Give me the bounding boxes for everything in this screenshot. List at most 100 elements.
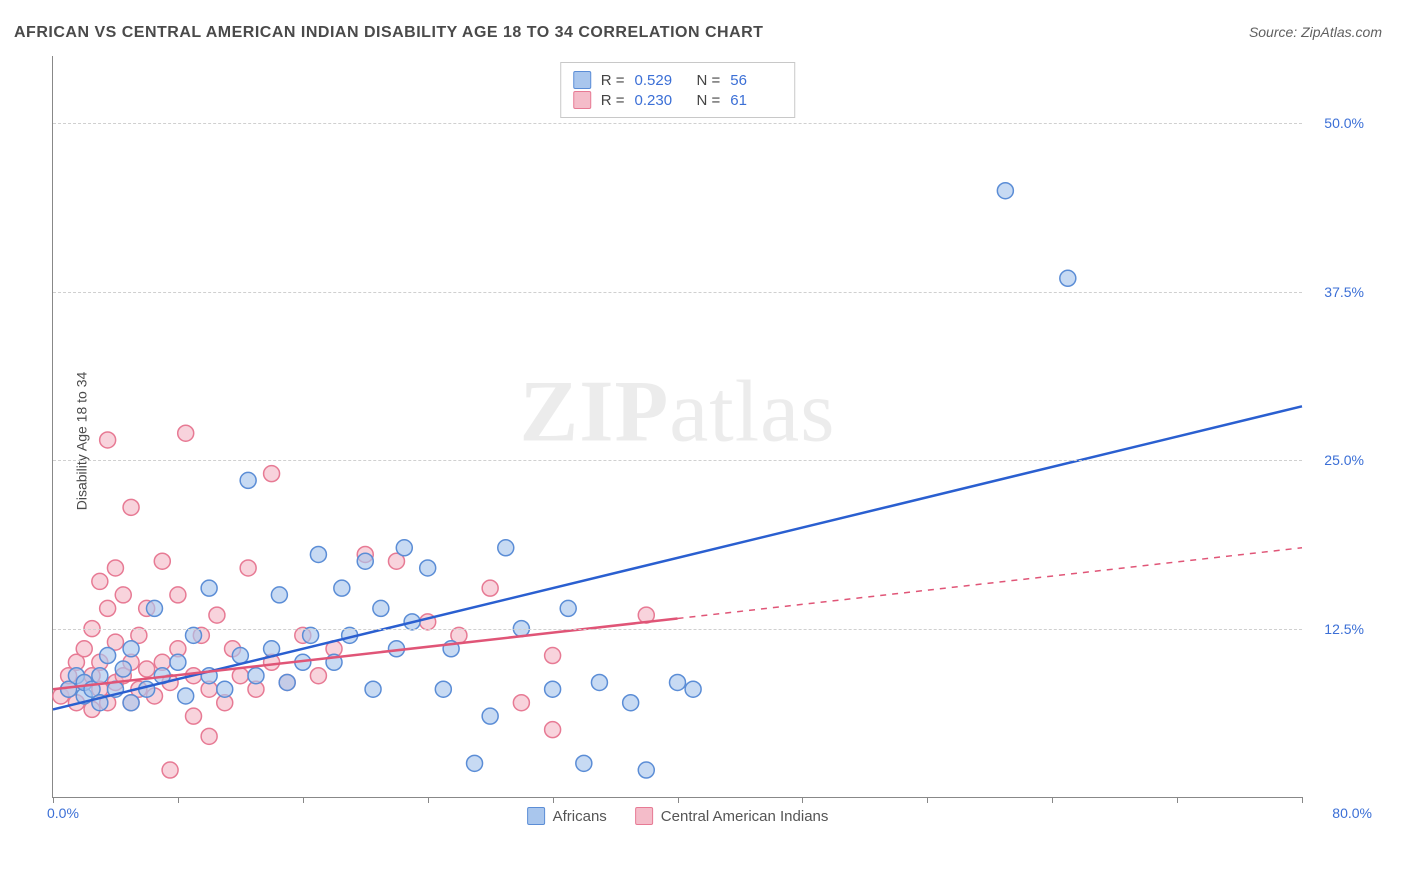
legend-label-1: Central American Indians bbox=[661, 808, 829, 825]
scatter-point bbox=[107, 560, 123, 576]
y-tick-label: 12.5% bbox=[1324, 621, 1364, 637]
r-value-1: 0.230 bbox=[635, 92, 687, 109]
scatter-point bbox=[123, 695, 139, 711]
chart-area: Disability Age 18 to 34 ZIPatlas R = 0.5… bbox=[52, 56, 1382, 826]
scatter-point bbox=[115, 661, 131, 677]
y-tick-label: 50.0% bbox=[1324, 115, 1364, 131]
legend-label-0: Africans bbox=[553, 808, 607, 825]
scatter-point bbox=[560, 600, 576, 616]
legend-item-0: Africans bbox=[527, 807, 607, 825]
n-value-0: 56 bbox=[730, 72, 782, 89]
scatter-point bbox=[670, 674, 686, 690]
scatter-point bbox=[178, 688, 194, 704]
n-prefix: N = bbox=[697, 92, 721, 109]
scatter-point bbox=[217, 681, 233, 697]
scatter-point bbox=[162, 762, 178, 778]
legend-stats-row-0: R = 0.529 N = 56 bbox=[573, 71, 783, 89]
scatter-point bbox=[357, 553, 373, 569]
scatter-point bbox=[545, 648, 561, 664]
r-prefix: R = bbox=[601, 72, 625, 89]
plot-svg bbox=[53, 56, 1302, 797]
gridline bbox=[53, 629, 1302, 630]
scatter-point bbox=[178, 425, 194, 441]
x-tick bbox=[927, 797, 928, 803]
scatter-point bbox=[170, 654, 186, 670]
scatter-point bbox=[545, 722, 561, 738]
scatter-point bbox=[240, 560, 256, 576]
x-tick bbox=[678, 797, 679, 803]
x-axis-max-label: 80.0% bbox=[1332, 805, 1372, 821]
x-tick bbox=[428, 797, 429, 803]
scatter-point bbox=[123, 641, 139, 657]
legend-series: Africans Central American Indians bbox=[527, 807, 829, 825]
gridline bbox=[53, 460, 1302, 461]
scatter-point bbox=[248, 668, 264, 684]
scatter-point bbox=[638, 762, 654, 778]
scatter-point bbox=[482, 580, 498, 596]
scatter-point bbox=[685, 681, 701, 697]
y-tick-label: 37.5% bbox=[1324, 284, 1364, 300]
scatter-point bbox=[186, 627, 202, 643]
scatter-point bbox=[154, 553, 170, 569]
scatter-point bbox=[146, 600, 162, 616]
scatter-point bbox=[92, 668, 108, 684]
x-tick bbox=[178, 797, 179, 803]
scatter-point bbox=[279, 674, 295, 690]
legend-item-1: Central American Indians bbox=[635, 807, 829, 825]
scatter-point bbox=[373, 600, 389, 616]
swatch-series-1 bbox=[573, 91, 591, 109]
x-axis-origin-label: 0.0% bbox=[47, 805, 79, 821]
scatter-point bbox=[576, 755, 592, 771]
scatter-point bbox=[997, 183, 1013, 199]
scatter-point bbox=[498, 540, 514, 556]
swatch-series-0 bbox=[573, 71, 591, 89]
scatter-point bbox=[303, 627, 319, 643]
plot-region: ZIPatlas R = 0.529 N = 56 R = 0.230 N = … bbox=[52, 56, 1302, 798]
scatter-point bbox=[435, 681, 451, 697]
scatter-point bbox=[100, 648, 116, 664]
scatter-point bbox=[123, 499, 139, 515]
scatter-point bbox=[365, 681, 381, 697]
scatter-point bbox=[201, 580, 217, 596]
scatter-point bbox=[420, 560, 436, 576]
scatter-point bbox=[100, 600, 116, 616]
scatter-point bbox=[310, 546, 326, 562]
scatter-point bbox=[271, 587, 287, 603]
scatter-point bbox=[1060, 270, 1076, 286]
trend-line-dashed bbox=[678, 548, 1303, 619]
trend-line bbox=[53, 406, 1302, 709]
y-tick-label: 25.0% bbox=[1324, 452, 1364, 468]
scatter-point bbox=[334, 580, 350, 596]
r-value-0: 0.529 bbox=[635, 72, 687, 89]
scatter-point bbox=[623, 695, 639, 711]
gridline bbox=[53, 292, 1302, 293]
legend-stats-row-1: R = 0.230 N = 61 bbox=[573, 91, 783, 109]
scatter-point bbox=[170, 587, 186, 603]
scatter-point bbox=[232, 648, 248, 664]
scatter-point bbox=[396, 540, 412, 556]
scatter-point bbox=[92, 573, 108, 589]
legend-stats: R = 0.529 N = 56 R = 0.230 N = 61 bbox=[560, 62, 796, 118]
x-tick bbox=[553, 797, 554, 803]
scatter-point bbox=[76, 641, 92, 657]
x-tick bbox=[303, 797, 304, 803]
scatter-point bbox=[209, 607, 225, 623]
scatter-point bbox=[139, 661, 155, 677]
swatch-icon bbox=[527, 807, 545, 825]
scatter-point bbox=[201, 728, 217, 744]
gridline bbox=[53, 123, 1302, 124]
scatter-point bbox=[186, 708, 202, 724]
scatter-point bbox=[591, 674, 607, 690]
x-tick bbox=[1052, 797, 1053, 803]
scatter-point bbox=[310, 668, 326, 684]
x-tick bbox=[53, 797, 54, 803]
x-tick bbox=[1302, 797, 1303, 803]
swatch-icon bbox=[635, 807, 653, 825]
x-tick bbox=[1177, 797, 1178, 803]
scatter-point bbox=[232, 668, 248, 684]
scatter-point bbox=[482, 708, 498, 724]
scatter-point bbox=[115, 587, 131, 603]
source-attribution: Source: ZipAtlas.com bbox=[1249, 24, 1382, 40]
n-value-1: 61 bbox=[730, 92, 782, 109]
scatter-point bbox=[545, 681, 561, 697]
